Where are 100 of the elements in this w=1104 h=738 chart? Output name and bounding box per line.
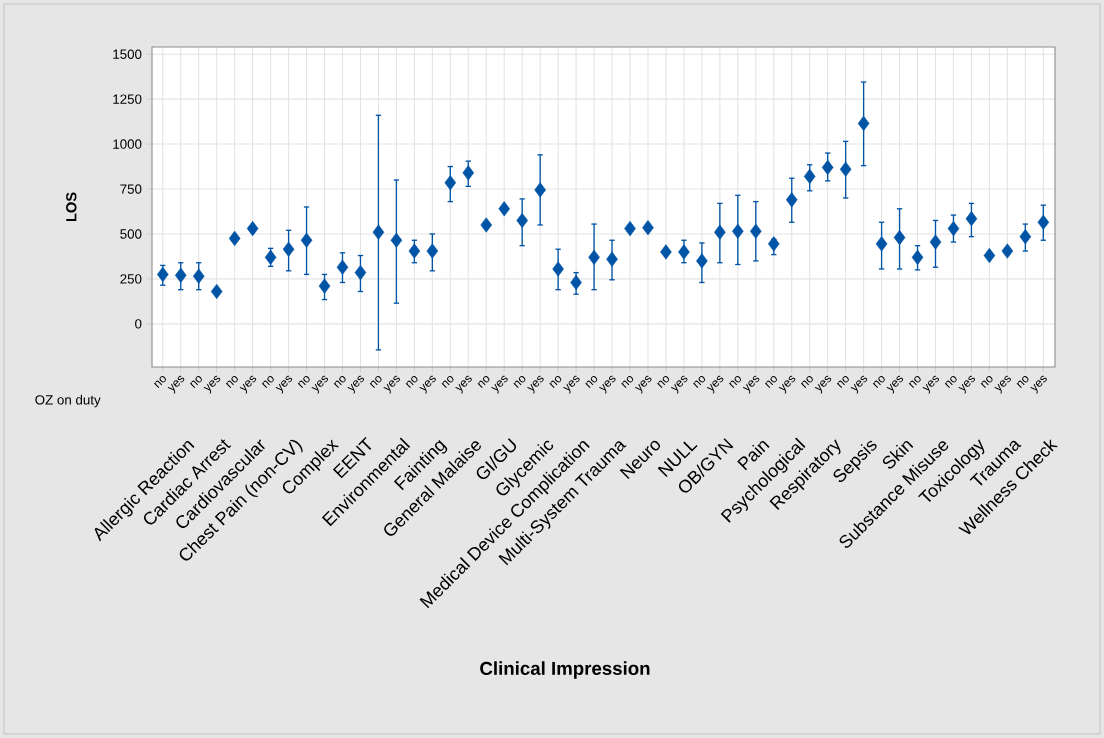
- x-tick-label: no: [585, 375, 598, 388]
- x-tick-label: no: [908, 375, 921, 388]
- point: [821, 159, 834, 176]
- point: [480, 217, 493, 233]
- point: [875, 236, 888, 252]
- point: [300, 232, 313, 248]
- x-tick-label: no: [872, 375, 885, 388]
- point: [1037, 214, 1050, 230]
- point: [965, 211, 978, 227]
- x-tick-label: yes: [1030, 375, 1047, 394]
- x-tick-label: yes: [670, 375, 688, 394]
- x-tick-label: yes: [634, 375, 652, 394]
- point: [947, 220, 960, 237]
- y-axis-title: LOS: [66, 192, 77, 222]
- x-tick-label: yes: [563, 375, 580, 394]
- point: [534, 182, 546, 198]
- x-tick-label: no: [154, 375, 166, 388]
- y-tick-label: 1500: [113, 49, 142, 59]
- x-tick-label: no: [405, 375, 418, 388]
- x-tick-label: no: [980, 375, 993, 388]
- point: [750, 223, 762, 239]
- x-tick-label: no: [513, 375, 526, 388]
- x-tick-label: no: [333, 375, 346, 388]
- point: [408, 243, 421, 259]
- point: [768, 236, 780, 252]
- y-tick-label: 1000: [113, 139, 142, 149]
- x-tick-label: no: [657, 375, 670, 388]
- point: [696, 253, 708, 269]
- point: [372, 224, 385, 240]
- x-tick-label: yes: [922, 375, 940, 394]
- point: [462, 165, 475, 181]
- point: [228, 230, 241, 247]
- x-tick-label: no: [297, 375, 310, 388]
- x-tick-label: no: [369, 375, 382, 388]
- x-tick-label: no: [477, 375, 490, 388]
- x-tick-label: no: [764, 375, 777, 388]
- point: [983, 247, 996, 264]
- x-tick-label: yes: [850, 375, 868, 394]
- x-tick-label: yes: [347, 375, 364, 394]
- x-tick-label: yes: [527, 375, 544, 394]
- point: [192, 268, 205, 284]
- point: [606, 251, 618, 267]
- x-tick-label: yes: [239, 375, 257, 394]
- x-tick-label: yes: [994, 375, 1011, 394]
- text: OZ on duty: [35, 394, 101, 408]
- point: [444, 175, 457, 191]
- point: [390, 232, 403, 248]
- point: [785, 192, 798, 208]
- x-tick-label: no: [944, 375, 957, 388]
- x-tick-label: no: [189, 375, 202, 388]
- x-tick-label: yes: [742, 375, 760, 394]
- x-tick-label: no: [693, 375, 706, 388]
- x-tick-label: yes: [491, 375, 508, 394]
- point: [678, 244, 690, 260]
- text: Clinical Impression: [480, 661, 650, 679]
- point: [588, 249, 600, 265]
- point: [1001, 243, 1014, 259]
- point: [336, 259, 349, 275]
- y-tick-label: 750: [120, 184, 142, 194]
- point: [660, 244, 672, 260]
- x-tick-label: no: [1016, 375, 1029, 388]
- point: [642, 220, 654, 236]
- point: [210, 283, 223, 300]
- x-tick-label: yes: [383, 375, 400, 394]
- point: [570, 274, 582, 291]
- point: [354, 265, 367, 281]
- point: [516, 212, 528, 229]
- y-tick-label: 500: [120, 229, 142, 239]
- x-tick-label: yes: [958, 375, 975, 394]
- x-tick-label: no: [729, 375, 742, 388]
- point: [929, 234, 942, 250]
- x-tick-label: yes: [455, 375, 472, 394]
- point: [803, 168, 816, 185]
- point: [839, 161, 852, 177]
- x-tick-label: yes: [203, 375, 221, 394]
- point: [426, 243, 439, 259]
- point: [318, 278, 331, 294]
- x-tick-label: yes: [419, 375, 436, 394]
- point: [1019, 229, 1032, 245]
- x-tick-label: no: [261, 375, 274, 388]
- point: [714, 224, 726, 240]
- point: [732, 223, 744, 239]
- point: [893, 229, 906, 246]
- y-tick-label: 0: [135, 319, 142, 329]
- x-tick-label: yes: [814, 375, 832, 394]
- point: [911, 249, 924, 265]
- point: [857, 115, 870, 131]
- point: [552, 261, 564, 277]
- x-tick-label: yes: [311, 375, 329, 394]
- y-tick-label: 1250: [113, 94, 142, 104]
- x-tick-label: yes: [706, 375, 724, 394]
- point: [174, 267, 187, 283]
- x-tick-label: yes: [886, 375, 904, 394]
- x-tick-label: yes: [167, 375, 185, 394]
- point: [246, 220, 259, 237]
- x-tick-label: no: [441, 375, 454, 388]
- x-tick-label: no: [621, 375, 634, 388]
- x-tick-label: yes: [598, 375, 616, 394]
- x-tick-label: yes: [778, 375, 796, 394]
- point: [282, 241, 295, 257]
